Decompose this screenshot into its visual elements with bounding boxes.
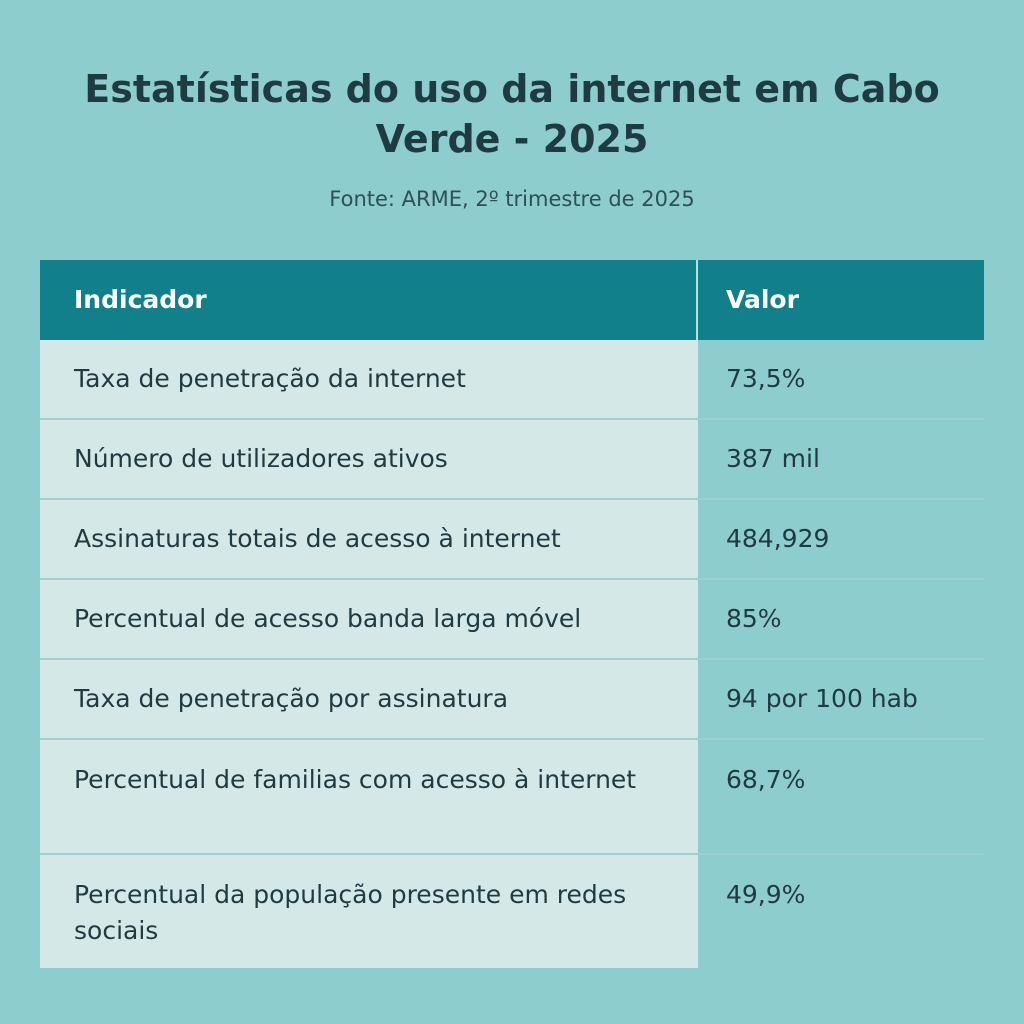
table-row: Taxa de penetração por assinatura 94 por… <box>40 660 984 740</box>
indicator-cell: Taxa de penetração por assinatura <box>40 660 698 738</box>
stats-table: Indicador Valor Taxa de penetração da in… <box>40 260 984 968</box>
source-subtitle: Fonte: ARME, 2º trimestre de 2025 <box>329 187 695 211</box>
value-cell: 484,929 <box>698 500 984 578</box>
value-cell: 94 por 100 hab <box>698 660 984 738</box>
table-row: Percentual da população presente em rede… <box>40 855 984 968</box>
table-row: Taxa de penetração da internet 73,5% <box>40 340 984 420</box>
page-title: Estatísticas do uso da internet em Cabo … <box>84 67 940 161</box>
column-header-valor: Valor <box>726 285 799 314</box>
indicator-cell: Assinaturas totais de acesso à internet <box>40 500 698 578</box>
table-row: Número de utilizadores ativos 387 mil <box>40 420 984 500</box>
table-row: Percentual de familias com acesso à inte… <box>40 740 984 855</box>
value-cell: 85% <box>698 580 984 658</box>
value-cell: 387 mil <box>698 420 984 498</box>
indicator-cell: Percentual de acesso banda larga móvel <box>40 580 698 658</box>
value-cell: 68,7% <box>698 740 984 853</box>
column-header-indicador: Indicador <box>40 260 698 340</box>
table-header-row: Indicador Valor <box>40 260 984 340</box>
table-row: Assinaturas totais de acesso à internet … <box>40 500 984 580</box>
indicator-cell: Número de utilizadores ativos <box>40 420 698 498</box>
value-cell: 73,5% <box>698 340 984 418</box>
indicator-cell: Percentual da população presente em rede… <box>40 855 698 968</box>
value-cell: 49,9% <box>698 855 984 968</box>
indicator-cell: Taxa de penetração da internet <box>40 340 698 418</box>
indicator-cell: Percentual de familias com acesso à inte… <box>40 740 698 853</box>
table-row: Percentual de acesso banda larga móvel 8… <box>40 580 984 660</box>
